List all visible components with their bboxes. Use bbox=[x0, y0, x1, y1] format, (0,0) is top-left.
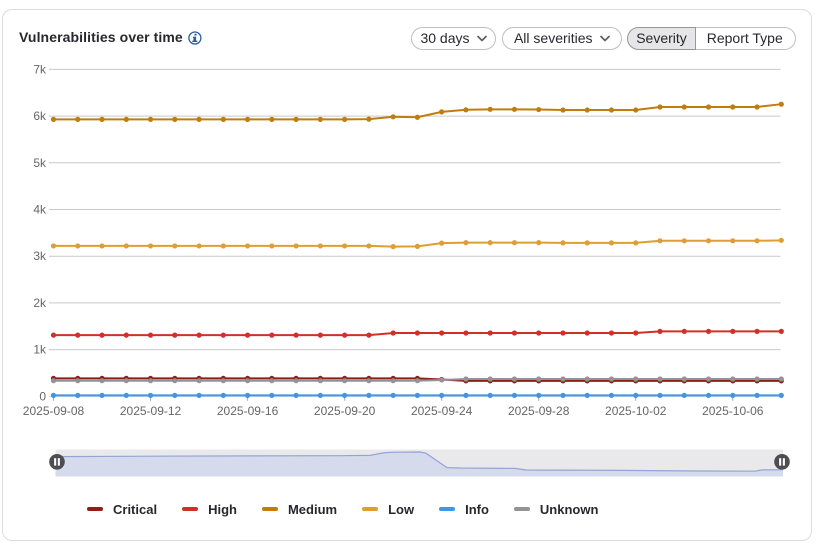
svg-text:0: 0 bbox=[39, 389, 46, 403]
svg-text:5k: 5k bbox=[33, 156, 47, 170]
svg-text:2025-09-16: 2025-09-16 bbox=[217, 404, 279, 418]
svg-text:3k: 3k bbox=[33, 249, 47, 263]
svg-text:2025-09-08: 2025-09-08 bbox=[23, 404, 85, 418]
svg-text:4k: 4k bbox=[33, 203, 47, 217]
svg-text:1k: 1k bbox=[33, 343, 47, 357]
svg-text:2k: 2k bbox=[33, 296, 47, 310]
svg-text:7k: 7k bbox=[33, 62, 47, 76]
svg-text:2025-09-24: 2025-09-24 bbox=[411, 404, 473, 418]
svg-text:2025-09-28: 2025-09-28 bbox=[508, 404, 570, 418]
svg-text:2025-09-12: 2025-09-12 bbox=[120, 404, 182, 418]
svg-text:2025-09-20: 2025-09-20 bbox=[314, 404, 376, 418]
svg-text:6k: 6k bbox=[33, 109, 47, 123]
svg-text:2025-10-06: 2025-10-06 bbox=[702, 404, 764, 418]
svg-text:2025-10-02: 2025-10-02 bbox=[605, 404, 667, 418]
